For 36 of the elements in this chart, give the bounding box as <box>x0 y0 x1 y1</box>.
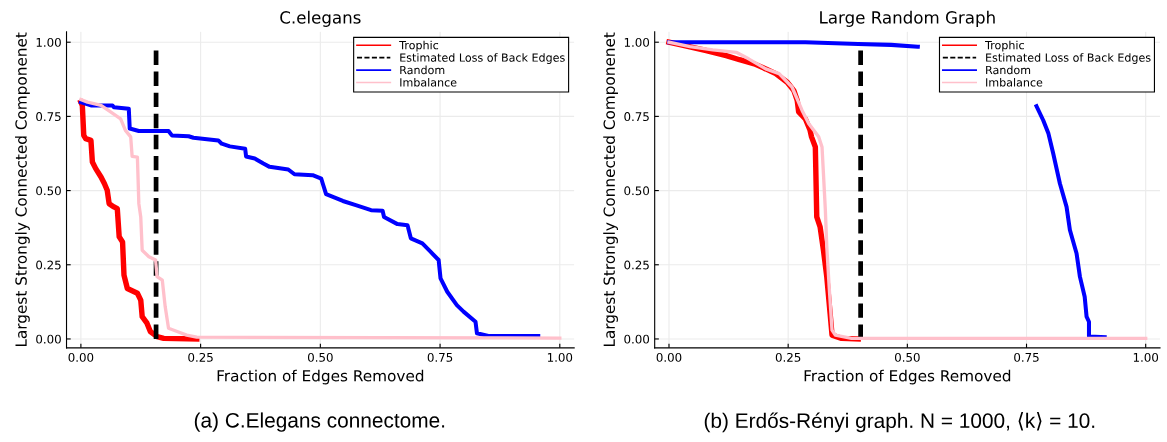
x-axis-title: Fraction of Edges Removed <box>804 369 1011 385</box>
x-tick-label: 0.50 <box>894 352 920 362</box>
chart-title: C.elegans <box>280 10 361 27</box>
x-tick-label: 0.75 <box>427 352 453 362</box>
y-tick-label: 0.00 <box>36 334 61 344</box>
x-tick-label: 0.50 <box>307 352 333 362</box>
legend-label: Random <box>400 65 445 75</box>
y-tick-label: 0.25 <box>36 260 61 270</box>
x-tick-label: 1.00 <box>1133 352 1159 362</box>
x-tick-label: 0.00 <box>68 352 94 362</box>
x-tick-label: 1.00 <box>547 352 573 362</box>
text: (b) Erdős-Rényi graph. N = 1000, ⟨k⟩ = 10. <box>704 412 1095 433</box>
x-tick-label: 0.75 <box>1014 352 1039 362</box>
legend-label: Estimated Loss of Back Edges <box>400 53 565 64</box>
y-tick-label: 0.75 <box>624 112 649 122</box>
x-tick-label: 0.00 <box>656 352 682 362</box>
x-axis-title: Fraction of Edges Removed <box>217 369 424 385</box>
x-tick-label: 0.25 <box>188 352 213 362</box>
text: (a) C.Elegans connectome. <box>194 412 445 432</box>
y-tick-label: 1.00 <box>624 37 650 47</box>
legend-label: Trophic <box>985 40 1024 52</box>
legend-label: Trophic <box>399 40 439 52</box>
chart-title: Large Random Graph <box>820 10 995 27</box>
y-tick-label: 0.25 <box>624 260 649 270</box>
y-tick-label: 1.00 <box>36 37 61 47</box>
y-axis-title: Largest Strongly Connected Componenet <box>15 32 30 347</box>
legend-label: Estimated Loss of Back Edges <box>986 53 1151 64</box>
legend-label: Random <box>986 65 1031 75</box>
legend-label: Imbalance <box>400 77 457 87</box>
legend-label: Imbalance <box>986 77 1043 87</box>
x-tick-label: 0.25 <box>775 352 801 362</box>
y-tick-label: 0.75 <box>36 112 61 122</box>
y-tick-label: 0.00 <box>624 334 650 344</box>
y-tick-label: 0.50 <box>624 186 650 196</box>
y-tick-label: 0.50 <box>36 186 61 196</box>
y-axis-title: Largest Strongly Connected Componenet <box>603 32 618 347</box>
